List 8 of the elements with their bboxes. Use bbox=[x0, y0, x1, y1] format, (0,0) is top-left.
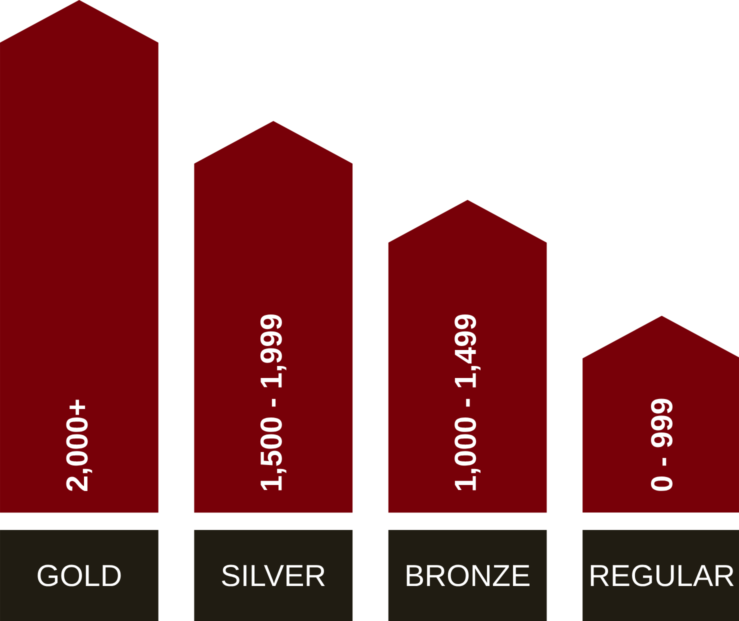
x-tick-label: BRONZE bbox=[406, 564, 530, 586]
annotation: 1,000 - 1,499 bbox=[454, 314, 480, 490]
annotation: 0 - 999 bbox=[651, 398, 672, 491]
x-tick-label: SILVER bbox=[222, 564, 325, 586]
x-tick-label: REGULAR bbox=[590, 564, 734, 586]
annotation: 2,000+ bbox=[66, 400, 92, 491]
x-tick-label: GOLD bbox=[38, 564, 121, 586]
annotation: 1,500 - 1,999 bbox=[260, 314, 286, 490]
